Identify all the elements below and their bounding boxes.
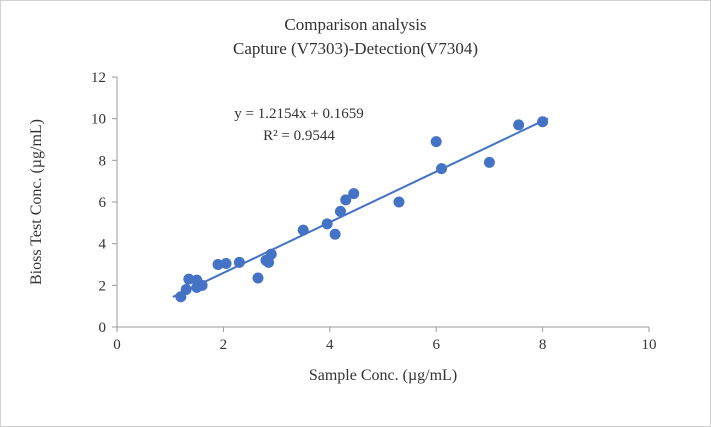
trendline-r-squared: R² = 0.9544 (263, 128, 335, 144)
data-point (233, 256, 245, 268)
y-tick-label: 8 (99, 153, 107, 169)
data-point (212, 259, 224, 270)
y-tick-label: 0 (99, 320, 107, 336)
data-point (321, 218, 333, 230)
x-tick-label: 8 (539, 337, 547, 353)
chart-title: Comparison analysis Capture (V7303)-Dete… (1, 13, 710, 61)
data-point (513, 119, 525, 131)
data-point (430, 136, 442, 148)
trendline-annotation: y = 1.2154x + 0.1659 R² = 0.9544 (179, 103, 419, 147)
data-point (334, 205, 346, 217)
data-point (329, 228, 341, 240)
data-point (483, 156, 495, 168)
y-tick-label: 10 (91, 112, 106, 128)
data-point (196, 279, 208, 291)
data-point (537, 116, 549, 128)
x-axis-label: Sample Conc. (µg/mL) (308, 367, 458, 384)
x-tick-label: 4 (326, 337, 334, 353)
chart-title-line2: Capture (V7303)-Detection(V7304) (232, 39, 478, 58)
x-tick-label: 6 (432, 337, 440, 353)
data-point (348, 188, 360, 200)
chart-title-line1: Comparison analysis (284, 15, 427, 34)
y-tick-label: 12 (91, 70, 106, 86)
trendline (172, 117, 549, 298)
axes-layer: 0 2 4 6 8 10 0 2 4 6 8 10 12 (91, 70, 657, 353)
trendline-layer (172, 117, 549, 298)
data-point (297, 224, 309, 236)
data-point (436, 163, 448, 175)
data-point (183, 273, 195, 285)
data-point (263, 256, 275, 268)
data-point (180, 284, 192, 295)
data-point (220, 257, 232, 269)
data-point (265, 248, 277, 260)
data-point (252, 272, 264, 284)
data-point (340, 194, 352, 206)
y-tick-label: 4 (99, 237, 107, 253)
data-point (393, 196, 405, 208)
trendline-equation: y = 1.2154x + 0.1659 (234, 106, 364, 122)
x-tick-label: 10 (642, 337, 657, 353)
x-tick-label: 2 (220, 337, 228, 353)
x-tick-label: 0 (113, 337, 121, 353)
y-tick-label: 2 (99, 278, 107, 294)
points-layer (175, 116, 549, 303)
y-tick-label: 6 (99, 195, 107, 211)
